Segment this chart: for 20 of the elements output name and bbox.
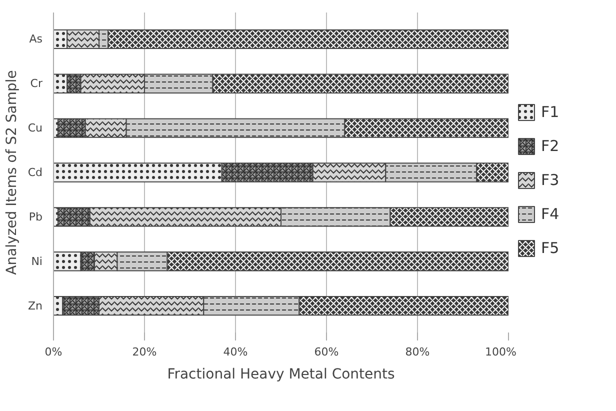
- legend-label: F3: [541, 170, 560, 188]
- x-tick-label: 40%: [223, 346, 248, 358]
- y-tick-label: As: [29, 32, 43, 46]
- x-tick-label: 100%: [485, 346, 517, 358]
- y-tick-label: Pb: [28, 210, 43, 224]
- y-tick-label: Cd: [28, 166, 43, 179]
- x-tick-label: 60%: [314, 346, 339, 358]
- x-tick-label: 0%: [44, 346, 62, 358]
- legend-label: F1: [541, 102, 560, 120]
- x-tick-label: 80%: [405, 346, 430, 358]
- y-tick-label: Zn: [28, 299, 43, 312]
- y-tick-label: Ni: [31, 254, 43, 268]
- y-tick-label: Cu: [28, 122, 43, 135]
- y-axis-title: Analyzed Items of S2 Sample: [4, 70, 20, 275]
- x-axis-title: Fractional Heavy Metal Contents: [167, 366, 395, 382]
- legend-label: F4: [541, 204, 560, 222]
- legend-label: F5: [541, 238, 560, 256]
- x-tick-label: 20%: [132, 346, 157, 358]
- legend-label: F2: [541, 136, 560, 154]
- y-tick-label: Cr: [30, 77, 43, 90]
